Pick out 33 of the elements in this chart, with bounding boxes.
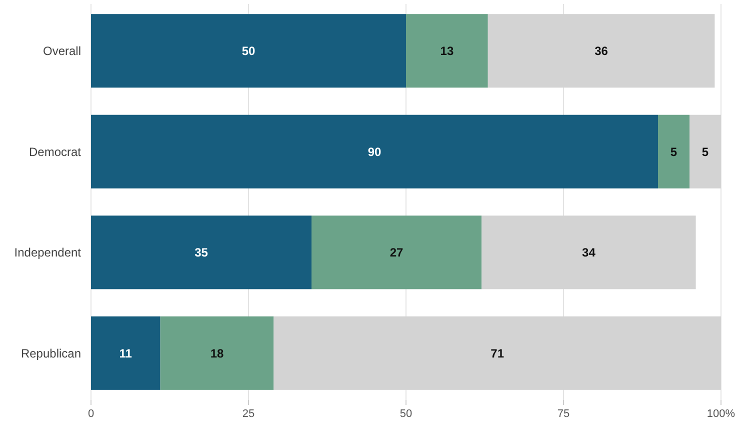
data-label: 71 — [490, 346, 504, 360]
bar — [91, 114, 658, 188]
x-tick-label: 50 — [400, 408, 412, 420]
bar — [91, 216, 312, 290]
bar — [406, 14, 488, 88]
data-label: 5 — [670, 144, 678, 159]
data-label: 50 — [242, 44, 256, 58]
y-tick-label: Independent — [14, 246, 82, 260]
data-label: 18 — [210, 346, 224, 360]
bar — [658, 114, 690, 188]
bar — [274, 316, 721, 390]
bar — [91, 316, 160, 390]
data-label: 27 — [390, 246, 404, 260]
data-label: 35 — [194, 246, 208, 260]
data-label: 36 — [594, 44, 608, 58]
bar — [91, 14, 406, 88]
bar — [488, 14, 715, 88]
data-label: 34 — [582, 246, 596, 260]
data-label: 5 — [702, 144, 709, 159]
data-label: 13 — [440, 44, 454, 58]
x-tick-label: 25 — [242, 408, 255, 420]
data-label: 11 — [119, 346, 132, 360]
bar — [312, 216, 482, 290]
bar — [160, 316, 274, 390]
x-tick-label: 75 — [557, 408, 570, 420]
bar — [482, 216, 696, 290]
data-label: 90 — [368, 144, 382, 159]
y-tick-label: Republican — [20, 346, 81, 360]
y-tick-label: Overall — [42, 44, 81, 58]
x-tick-label: 100% — [706, 408, 736, 420]
bar — [690, 114, 721, 188]
y-tick-label: Democrat — [28, 144, 82, 159]
x-tick-label: 0 — [88, 408, 94, 420]
